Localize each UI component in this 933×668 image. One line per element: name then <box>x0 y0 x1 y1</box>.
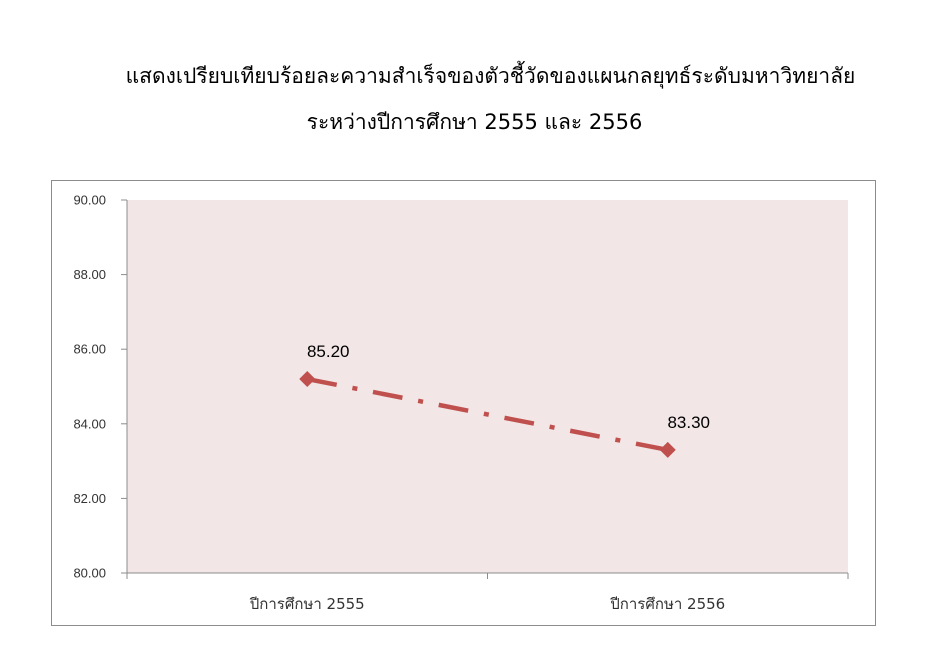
chart-title: แสดงเปรียบเทียบร้อยละความสำเร็จของตัวชี้… <box>125 64 856 88</box>
data-point-marker <box>299 371 316 388</box>
chart-subtitle: ระหว่างปีการศึกษา 2555 และ 2556 <box>306 110 643 134</box>
series-line <box>306 376 669 453</box>
y-tick-label: 90.00 <box>73 193 106 208</box>
x-tick-label: ปีการศึกษา 2556 <box>609 595 725 613</box>
data-label: 83.30 <box>667 413 710 432</box>
y-tick-label: 80.00 <box>73 566 106 581</box>
y-tick-label: 86.00 <box>73 342 106 357</box>
y-tick-label: 82.00 <box>73 491 106 506</box>
plot-area <box>127 200 848 573</box>
data-label: 85.20 <box>307 342 350 361</box>
x-tick-label: ปีการศึกษา 2555 <box>249 595 365 613</box>
y-tick-label: 84.00 <box>73 416 106 431</box>
y-tick-label: 88.00 <box>73 267 106 282</box>
data-point-marker <box>659 441 676 458</box>
